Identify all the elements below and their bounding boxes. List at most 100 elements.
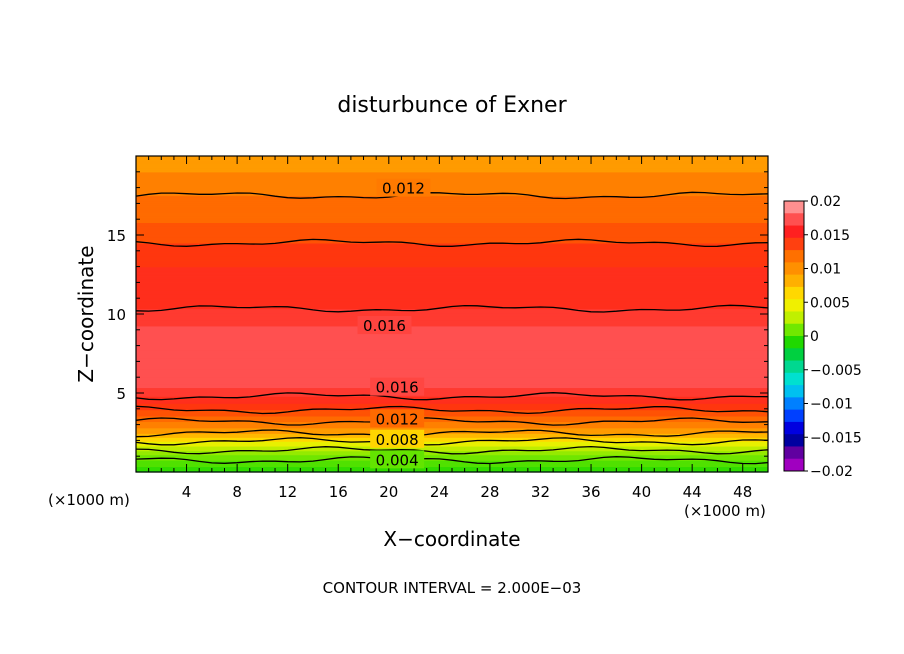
field-band (136, 342, 768, 344)
field-band (136, 254, 768, 257)
field-band (136, 310, 768, 313)
field-band (136, 227, 768, 229)
field-band (136, 193, 768, 196)
field-band (136, 234, 768, 236)
contour-line (135, 429, 769, 438)
field-band (136, 165, 768, 167)
field-band (136, 353, 768, 355)
field-band (136, 376, 768, 378)
field-band (136, 352, 768, 355)
field-band (136, 265, 768, 267)
field-band (136, 285, 768, 287)
field-band (136, 314, 768, 316)
field-band (136, 196, 768, 198)
field-band (136, 322, 768, 325)
field-band (136, 280, 768, 283)
field-band (136, 445, 768, 447)
field-band (136, 457, 768, 460)
field-band (136, 358, 768, 360)
field-band (136, 461, 768, 464)
field-band (136, 408, 768, 411)
field-band (136, 340, 768, 343)
field-band (136, 395, 768, 397)
field-band (136, 411, 768, 414)
field-band (136, 347, 768, 350)
x-tick-label: 16 (329, 483, 348, 501)
contour-interval-note: CONTOUR INTERVAL = 2.000E−03 (323, 579, 582, 597)
field-band (136, 441, 768, 443)
field-band (136, 370, 768, 372)
field-band (136, 201, 768, 204)
field-band (136, 329, 768, 331)
field-band (136, 186, 768, 188)
contour-label: 0.008 (376, 431, 419, 449)
contour-label-bg (357, 316, 412, 335)
field-band (136, 212, 768, 214)
field-band (136, 228, 768, 231)
field-band (136, 393, 768, 396)
field-band (136, 170, 768, 172)
field-band (136, 288, 768, 291)
x-axis-unit-right: (×1000 m) (684, 502, 766, 520)
field-band (136, 348, 768, 351)
field-band (136, 408, 768, 410)
field-band (136, 246, 768, 249)
field-band (136, 261, 768, 264)
field-band (136, 282, 768, 284)
field-band (136, 247, 768, 250)
field-band (136, 386, 768, 389)
field-band (136, 272, 768, 274)
field-band (136, 233, 768, 235)
field-band (136, 161, 768, 163)
field-band (136, 167, 768, 170)
field-band (136, 429, 768, 431)
field-band (136, 361, 768, 363)
field-band (136, 197, 768, 200)
field-band (136, 432, 768, 434)
x-axis-label: X−coordinate (383, 527, 520, 551)
field-band (136, 273, 768, 276)
colorbar-swatch (784, 372, 804, 386)
field-band (136, 336, 768, 339)
field-band (136, 451, 768, 453)
field-band (136, 174, 768, 176)
field-band (136, 380, 768, 382)
field-band (136, 368, 768, 370)
field-band (136, 325, 768, 327)
field-band (136, 185, 768, 187)
field-band (136, 366, 768, 368)
field-band (136, 263, 768, 265)
field-band (136, 435, 768, 438)
colorbar-swatch (784, 409, 804, 423)
field-band (136, 364, 768, 366)
contour-line (135, 417, 769, 426)
field-band (136, 374, 768, 376)
field-band (136, 287, 768, 289)
field-band (136, 372, 768, 374)
colorbar-label: 0.02 (810, 194, 841, 210)
colorbar-swatch (784, 348, 804, 362)
field-band (136, 464, 768, 467)
field-band (136, 216, 768, 218)
colorbar-swatch (784, 446, 804, 460)
field-band (136, 415, 768, 418)
field-band (136, 297, 768, 299)
field-band (136, 416, 768, 419)
field-band (136, 270, 768, 272)
colorbar: 0.02 0.015 0.01 0.005 0 −0.005 −0.01 −0.015 −0.0… (783, 194, 862, 480)
field-band (136, 265, 768, 268)
field-band (136, 328, 768, 330)
field-band (136, 223, 768, 226)
field-band (136, 162, 768, 164)
field-band (136, 221, 768, 223)
contour-labels: 0.012 0.016 0.016 0.012 0.008 0.004 (357, 178, 431, 469)
field-band (136, 374, 768, 377)
y-tick-label: 5 (116, 385, 126, 403)
field-band (136, 261, 768, 263)
field-band (136, 269, 768, 272)
field-band (136, 249, 768, 251)
field-band (136, 367, 768, 370)
field-band (136, 159, 768, 162)
field-band (136, 280, 768, 282)
field-band (136, 320, 768, 322)
